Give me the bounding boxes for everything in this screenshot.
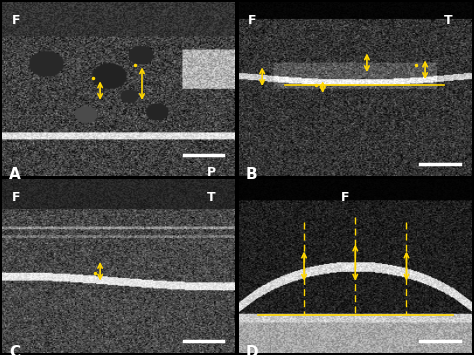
Text: B: B [246, 167, 257, 182]
Text: T: T [207, 191, 216, 204]
Text: P: P [207, 166, 216, 179]
Text: F: F [248, 14, 257, 27]
Text: D: D [246, 344, 258, 355]
Text: A: A [9, 167, 21, 182]
Text: F: F [12, 14, 20, 27]
Text: T: T [444, 14, 452, 27]
Text: F: F [12, 191, 20, 204]
Text: F: F [341, 191, 350, 204]
Text: C: C [9, 344, 20, 355]
